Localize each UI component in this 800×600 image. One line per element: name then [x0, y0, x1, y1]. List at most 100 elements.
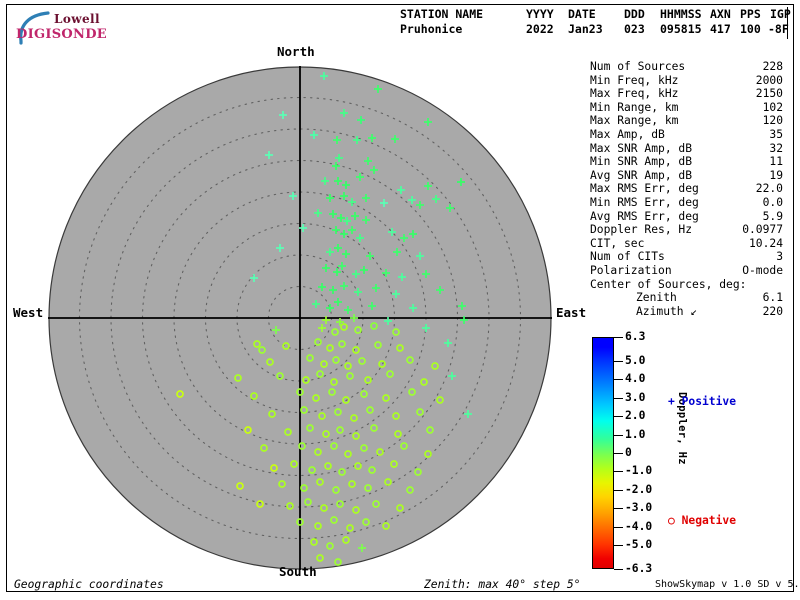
source-marker-negative — [236, 482, 244, 490]
source-marker-negative — [300, 406, 308, 414]
stat-value: 120 — [762, 114, 783, 128]
source-marker-negative — [352, 432, 360, 440]
stat-label: Max RMS Err, deg — [590, 182, 699, 196]
header-val-date: Jan23 — [568, 22, 603, 36]
source-marker-negative — [431, 362, 439, 370]
source-marker-positive — [310, 131, 318, 139]
source-marker-negative — [344, 450, 352, 458]
source-marker-negative — [350, 414, 358, 422]
stat-row: Min RMS Err, deg 0.0 — [566, 196, 792, 210]
header-col-date: DATE — [568, 7, 596, 21]
skymap-canvas[interactable] — [48, 66, 552, 570]
stat-row: Azimuth ↙ 220 — [566, 305, 792, 319]
source-marker-positive — [380, 199, 388, 207]
source-marker-negative — [386, 370, 394, 378]
source-marker-positive — [356, 234, 364, 242]
colorbar-tick-label: 5.0 — [625, 353, 646, 367]
footer-coordinates: Geographic coordinates — [14, 578, 164, 591]
stat-value: 2000 — [755, 73, 783, 87]
colorbar-tick-mark — [614, 489, 623, 491]
stat-value: 5.9 — [762, 209, 783, 223]
colorbar-tick-label: 0 — [625, 446, 632, 459]
source-marker-negative — [328, 388, 336, 396]
source-marker-negative — [332, 486, 340, 494]
source-marker-negative — [318, 412, 326, 420]
header-val-igp: -8F — [768, 22, 789, 36]
source-marker-negative — [364, 484, 372, 492]
source-marker-negative — [406, 486, 414, 494]
logo-lowell-text: Lowell — [54, 12, 100, 26]
skymap-plot[interactable] — [48, 66, 552, 570]
source-marker-positive — [337, 214, 345, 222]
colorbar-tick-label: 6.3 — [625, 330, 646, 343]
stat-row: Max RMS Err, deg 22.0 — [566, 182, 792, 196]
colorbar-tick-label: -5.0 — [625, 538, 653, 552]
compass-label-east: East — [556, 305, 587, 320]
stat-label: Min SNR Amp, dB — [590, 155, 693, 169]
source-marker-positive — [329, 210, 337, 218]
source-points[interactable] — [176, 72, 472, 566]
source-marker-positive — [334, 244, 342, 252]
source-marker-positive — [326, 304, 334, 312]
stat-label: Max SNR Amp, dB — [590, 141, 693, 155]
source-marker-positive — [422, 324, 430, 332]
stat-label: Max Range, km — [590, 114, 679, 128]
source-marker-positive — [276, 244, 284, 252]
source-marker-positive — [338, 262, 346, 270]
source-marker-negative — [330, 378, 338, 386]
source-marker-negative — [414, 468, 422, 476]
source-marker-negative — [332, 356, 340, 364]
source-marker-negative — [314, 338, 322, 346]
stat-row: Min SNR Amp, dB 11 — [566, 155, 792, 169]
stat-label: Num of CITs — [590, 250, 665, 264]
logo-arc-icon — [19, 11, 50, 45]
source-marker-negative — [234, 374, 242, 382]
source-marker-negative — [366, 406, 374, 414]
colorbar-tick-label: -1.0 — [625, 464, 653, 478]
source-marker-negative — [352, 346, 360, 354]
header-values-row: Pruhonice 2022 Jan23 023 095815 417 100 … — [396, 22, 789, 37]
source-marker-positive — [354, 288, 362, 296]
source-marker-positive — [368, 134, 376, 142]
compass-label-north: North — [277, 44, 315, 59]
source-marker-positive — [265, 151, 273, 159]
colorbar-tick-label: 1.0 — [625, 427, 646, 441]
header-col-yyyy: YYYY — [526, 7, 554, 21]
source-marker-negative — [396, 344, 404, 352]
source-marker-positive — [422, 270, 430, 278]
source-marker-negative — [300, 484, 308, 492]
header-col-ddd: DDD — [624, 7, 645, 21]
source-marker-positive — [400, 234, 408, 242]
colorbar-tick-label: -4.0 — [625, 519, 653, 533]
stat-label: Max Amp, dB — [590, 127, 665, 141]
source-marker-positive — [318, 283, 326, 291]
source-marker-positive — [392, 290, 400, 298]
stat-row: Num of CITs 3 — [566, 250, 792, 264]
colorbar-tick-mark — [614, 545, 623, 547]
source-marker-positive — [342, 181, 350, 189]
source-marker-positive — [356, 173, 364, 181]
colorbar-tick-mark — [614, 471, 623, 473]
source-marker-positive — [368, 302, 376, 310]
stat-label: Num of Sources — [590, 60, 686, 73]
colorbar-tick-label: 4.0 — [625, 372, 646, 386]
source-marker-negative — [296, 518, 304, 526]
colorbar-tick-mark — [614, 434, 623, 436]
source-marker-negative — [394, 430, 402, 438]
header-val-ddd: 023 — [624, 22, 645, 36]
source-marker-negative — [316, 370, 324, 378]
source-marker-positive — [458, 302, 466, 310]
source-marker-negative — [370, 424, 378, 432]
source-marker-positive — [370, 166, 378, 174]
source-marker-negative — [420, 378, 428, 386]
colorbar-tick-label: 3.0 — [625, 390, 646, 404]
source-marker-positive — [409, 304, 417, 312]
station-header-table: STATION NAME YYYY DATE DDD HHMMSS AXN PP… — [396, 7, 791, 39]
source-marker-negative — [344, 362, 352, 370]
source-marker-positive — [348, 226, 356, 234]
source-marker-positive — [334, 177, 342, 185]
source-marker-negative — [282, 342, 290, 350]
source-marker-positive — [444, 339, 452, 347]
source-marker-negative — [306, 424, 314, 432]
source-marker-negative — [376, 448, 384, 456]
